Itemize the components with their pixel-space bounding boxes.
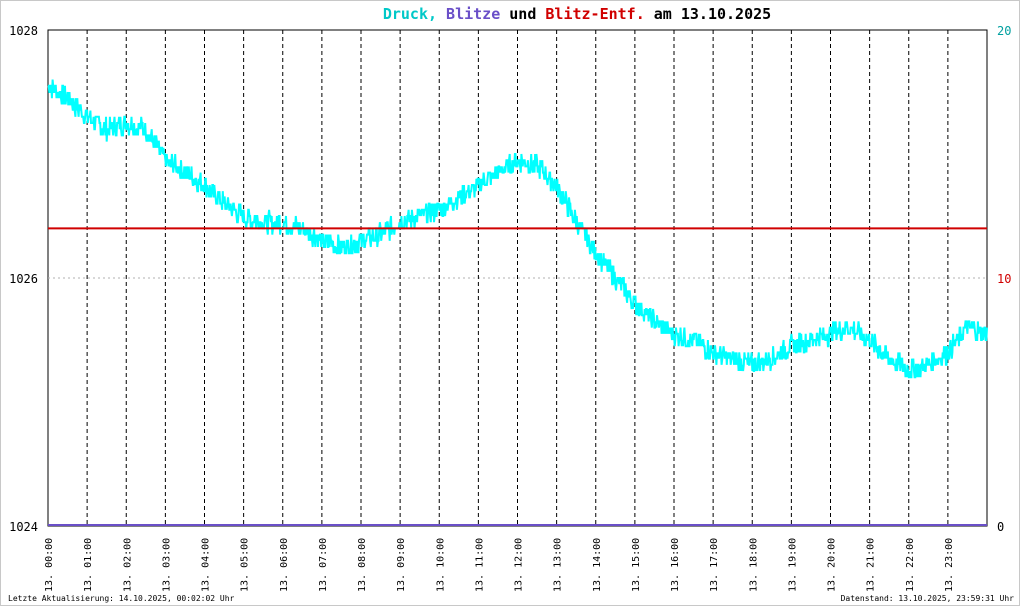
x-tick-label: 13. 18:00 <box>748 538 759 592</box>
x-tick-label: 13. 00:00 <box>44 538 55 592</box>
x-tick-label: 13. 04:00 <box>201 538 212 592</box>
title-und: und <box>509 5 545 23</box>
y-left-tick-top: 1028 <box>9 24 38 38</box>
plot-area <box>47 29 988 527</box>
y-left-tick-mid: 1026 <box>9 272 38 286</box>
x-tick-label: 13. 01:00 <box>83 538 94 592</box>
x-tick-label: 13. 20:00 <box>827 538 838 592</box>
x-axis-labels: 13. 00:00 13. 01:00 13. 02:00 13. 03:00 13. … <box>44 538 955 592</box>
x-tick-label: 13. 08:00 <box>357 538 368 592</box>
title-blitz-entf: Blitz-Entf. <box>545 5 653 23</box>
x-tick-label: 13. 12:00 <box>514 538 525 592</box>
x-tick-label: 13. 05:00 <box>240 538 251 592</box>
x-tick-label: 13. 14:00 <box>592 538 603 592</box>
y-right-tick-top: 20 <box>997 24 1011 38</box>
x-tick-label: 13. 13:00 <box>553 538 564 592</box>
series-druck-line <box>47 79 988 379</box>
x-tick-label: 13. 03:00 <box>161 538 172 592</box>
x-tick-label: 13. 23:00 <box>944 538 955 592</box>
title-blitze: Blitze <box>446 5 509 23</box>
x-tick-label: 13. 11:00 <box>474 538 485 592</box>
x-tick-label: 13. 02:00 <box>122 538 133 592</box>
x-tick-label: 13. 22:00 <box>905 538 916 592</box>
x-tick-label: 13. 09:00 <box>396 538 407 592</box>
y-right-tick-mid: 10 <box>997 272 1011 286</box>
x-tick-label: 13. 19:00 <box>787 538 798 592</box>
title-druck: Druck, <box>383 5 446 23</box>
chart-title: Druck, Blitze und Blitz-Entf. am 13.10.2… <box>383 5 771 23</box>
x-tick-label: 13. 17:00 <box>709 538 720 592</box>
x-tick-label: 13. 10:00 <box>435 538 446 592</box>
x-tick-label: 13. 21:00 <box>866 538 877 592</box>
x-tick-label: 13. 16:00 <box>670 538 681 592</box>
x-tick-label: 13. 15:00 <box>631 538 642 592</box>
footer-last-update: Letzte Aktualisierung: 14.10.2025, 00:02… <box>8 594 235 603</box>
footer-data-status: Datenstand: 13.10.2025, 23:59:31 Uhr <box>841 594 1015 603</box>
y-right-tick-bottom: 0 <box>997 520 1004 534</box>
y-left-tick-bottom: 1024 <box>9 520 38 534</box>
x-tick-label: 13. 06:00 <box>279 538 290 592</box>
x-tick-label: 13. 07:00 <box>318 538 329 592</box>
title-date: am 13.10.2025 <box>654 5 771 23</box>
